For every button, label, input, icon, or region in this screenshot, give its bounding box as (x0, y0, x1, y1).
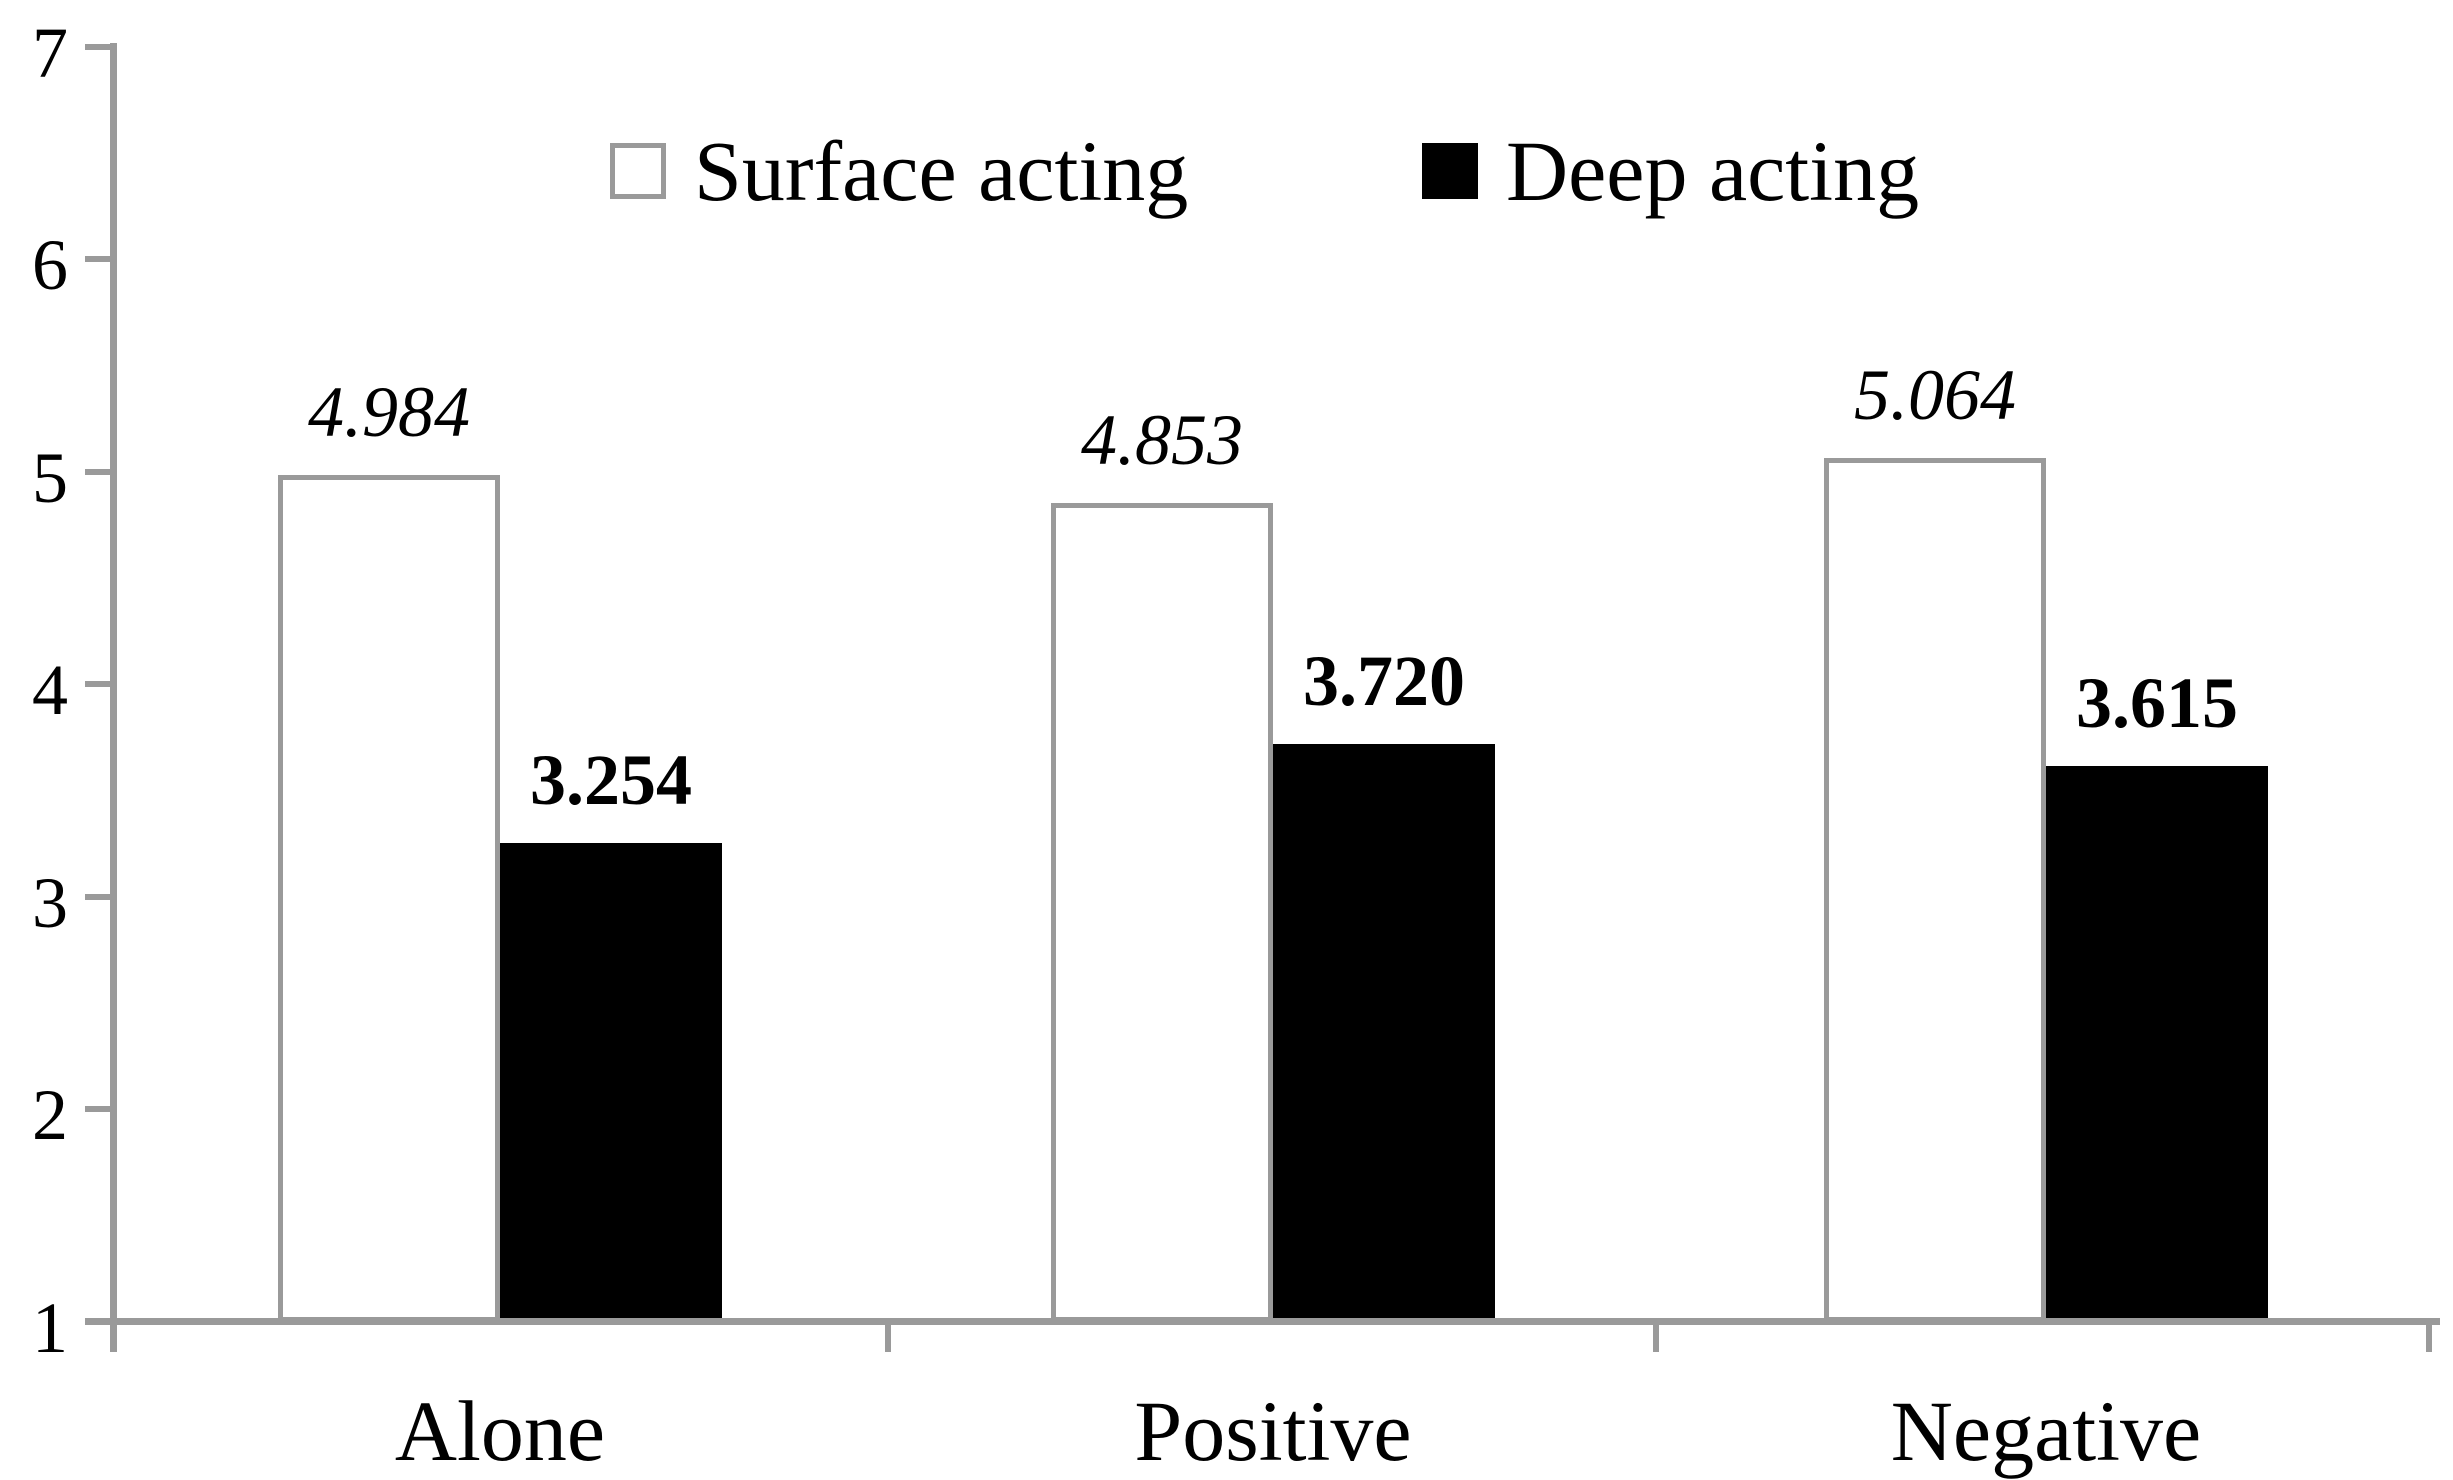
legend-swatch-deep-acting (1422, 143, 1478, 199)
y-tick-6 (85, 256, 110, 262)
legend-swatch-surface-acting (610, 143, 666, 199)
y-tick-label-3: 3 (32, 862, 68, 943)
bar-surface-acting-negative (1824, 458, 2046, 1322)
y-tick-label-2: 2 (32, 1075, 68, 1155)
value-label-deep-acting-positive: 3.720 (1303, 641, 1465, 721)
value-label-deep-acting-alone: 3.254 (530, 740, 692, 820)
x-axis-label-positive: Positive (1134, 1383, 1412, 1479)
bar-deep-acting-positive (1273, 744, 1495, 1322)
y-tick-label-6: 6 (32, 225, 68, 305)
y-tick-label-4: 4 (32, 650, 68, 730)
y-tick-2 (85, 1106, 110, 1112)
x-axis-line (85, 1318, 2440, 1325)
bar-deep-acting-alone (500, 843, 722, 1322)
legend-label-surface-acting: Surface acting (694, 123, 1189, 219)
x-axis-label-negative: Negative (1890, 1383, 2202, 1479)
y-tick-4 (85, 681, 110, 687)
y-tick-label-5: 5 (32, 437, 68, 518)
y-tick-label-7: 7 (32, 12, 68, 93)
y-tick-5 (85, 468, 110, 475)
value-label-deep-acting-negative: 3.615 (2076, 663, 2238, 743)
category-separator-tick-2 (2426, 1325, 2432, 1352)
legend-item-surface-acting: Surface acting (610, 128, 1188, 214)
bar-surface-acting-positive (1051, 503, 1273, 1322)
legend-label-deep-acting: Deep acting (1506, 123, 1920, 219)
value-label-surface-acting-positive: 4.853 (1081, 400, 1243, 480)
bar-surface-acting-alone (278, 475, 500, 1322)
y-tick-7 (85, 43, 110, 50)
value-label-surface-acting-negative: 5.064 (1854, 355, 2016, 435)
category-separator-tick-0 (885, 1325, 891, 1352)
bar-deep-acting-negative (2046, 766, 2268, 1322)
legend-item-deep-acting: Deep acting (1422, 128, 1919, 214)
category-separator-tick-1 (1653, 1325, 1659, 1352)
value-label-surface-acting-alone: 4.984 (308, 372, 470, 452)
y-tick-label-1: 1 (32, 1287, 68, 1368)
x-axis-label-alone: Alone (394, 1383, 606, 1479)
y-axis-line (110, 43, 117, 1352)
y-tick-3 (85, 893, 110, 900)
